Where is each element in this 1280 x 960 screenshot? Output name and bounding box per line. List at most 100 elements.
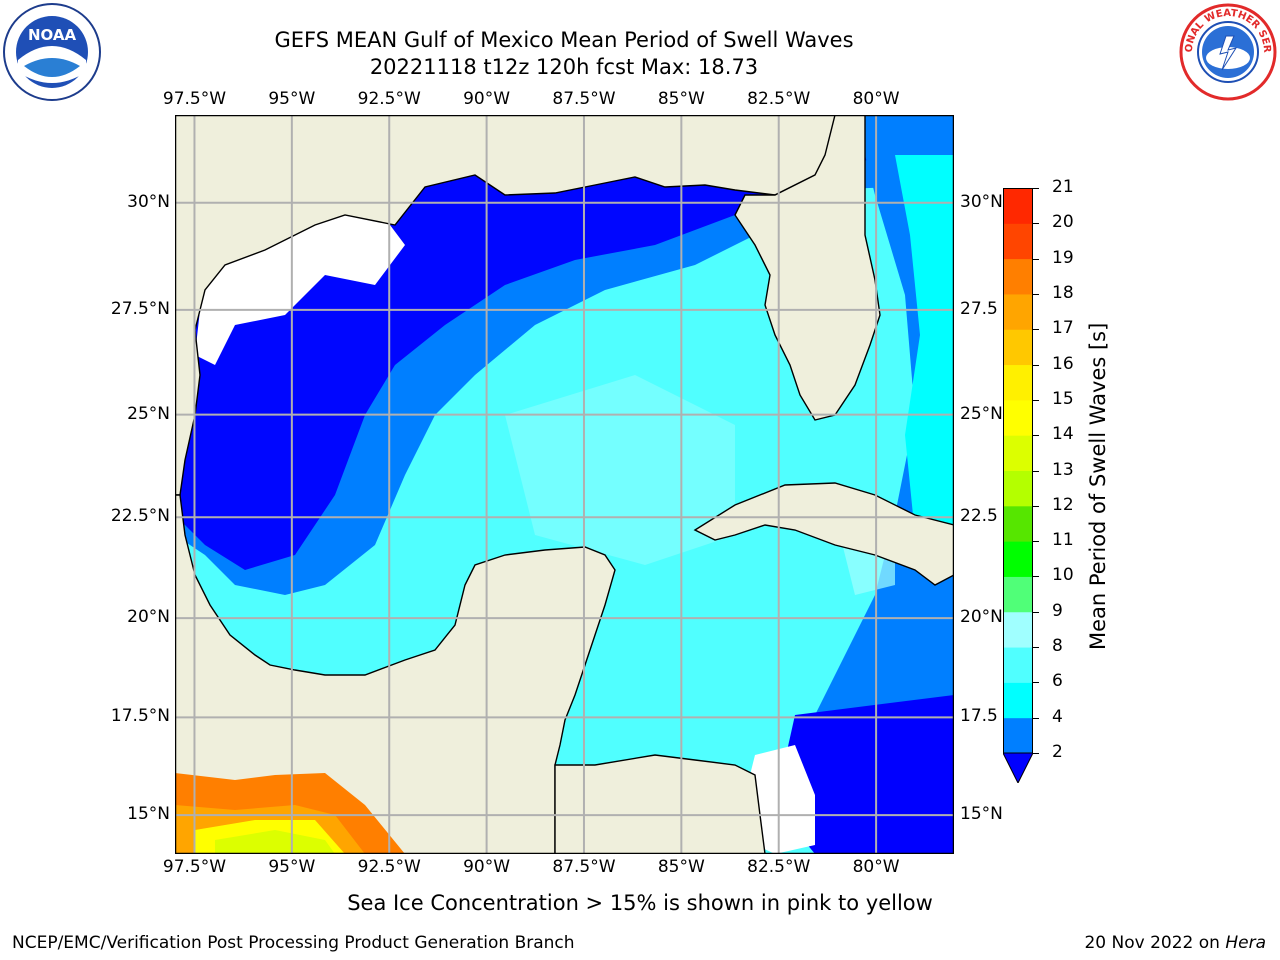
colorbar-tick-label: 19 xyxy=(1052,247,1074,268)
footer-right: 20 Nov 2022 on Hera xyxy=(1084,933,1266,953)
colorbar-tick-label: 20 xyxy=(1052,212,1074,233)
latitude-label-right: 30°N xyxy=(960,191,1003,212)
noaa-logo-text: NOAA xyxy=(28,26,77,44)
colorbar-bin xyxy=(1003,682,1033,719)
colorbar-bin xyxy=(1003,329,1033,366)
colorbar-bin xyxy=(1003,505,1033,542)
longitude-label-bottom: 87.5°W xyxy=(552,857,616,877)
colorbar-bin xyxy=(1003,188,1033,224)
colorbar-bin xyxy=(1003,611,1033,648)
colorbar-tick-mark xyxy=(1033,541,1039,543)
colorbar-tick-mark xyxy=(1033,682,1039,684)
colorbar-tick-mark xyxy=(1033,505,1039,507)
longitude-label-bottom: 80°W xyxy=(852,857,900,877)
colorbar-tick-label: 14 xyxy=(1052,424,1074,445)
latitude-label-left: 20°N xyxy=(127,607,170,628)
colorbar-extend-min xyxy=(1002,752,1034,785)
chart-subtitle: 20221118 t12z 120h fcst Max: 18.73 xyxy=(369,55,759,79)
latitude-label-right: 15°N xyxy=(960,804,1003,825)
colorbar-tick-mark xyxy=(1033,435,1039,437)
latitude-label-left: 27.5°N xyxy=(110,298,170,319)
latitude-label-right: 22.5 xyxy=(960,506,998,527)
colorbar-tick-mark xyxy=(1033,329,1039,331)
map-border xyxy=(174,114,955,855)
longitude-label-bottom: 90°W xyxy=(463,857,511,877)
colorbar-tick-label: 21 xyxy=(1052,177,1074,197)
colorbar-tick-label: 17 xyxy=(1052,318,1074,339)
colorbar-tick-mark xyxy=(1033,364,1039,366)
colorbar-tick-label: 16 xyxy=(1052,353,1074,374)
map-panel xyxy=(174,114,955,855)
colorbar-bin xyxy=(1003,399,1033,436)
pacific-swell-14 xyxy=(215,830,335,854)
colorbar-bin xyxy=(1003,223,1033,260)
latitude-label-left: 17.5°N xyxy=(110,706,170,727)
colorbar-tick-mark xyxy=(1033,753,1039,754)
map-canvas xyxy=(174,114,955,855)
longitude-label-bottom: 95°W xyxy=(268,857,316,877)
colorbar xyxy=(1002,188,1034,785)
latitude-label-right: 20°N xyxy=(960,607,1003,628)
longitude-label-top: 92.5°W xyxy=(357,89,421,109)
footer-host: Hera xyxy=(1225,933,1266,953)
latitude-label-left: 22.5°N xyxy=(110,506,170,527)
latitude-label-right: 17.5 xyxy=(960,706,998,727)
colorbar-bin xyxy=(1003,647,1033,683)
longitude-label-bottom: 97.5°W xyxy=(162,857,227,877)
colorbar-tick-mark xyxy=(1033,258,1039,260)
latitude-label-right: 25°N xyxy=(960,403,1003,424)
colorbar-tick-mark xyxy=(1033,576,1039,578)
colorbar-tick-label: 18 xyxy=(1052,282,1074,303)
longitude-label-top: 85°W xyxy=(657,89,705,109)
longitude-label-bottom: 85°W xyxy=(657,857,705,877)
colorbar-tick-label: 12 xyxy=(1052,494,1074,515)
colorbar-bin xyxy=(1003,258,1033,295)
map-gridlines xyxy=(175,115,954,854)
colorbar-tick-mark xyxy=(1033,470,1039,472)
colorbar-tick-mark xyxy=(1033,188,1039,189)
land-mexico xyxy=(175,494,616,854)
longitude-label-top: 87.5°W xyxy=(552,89,616,109)
colorbar-tick-label: 6 xyxy=(1052,671,1063,692)
nws-logo: NATIONAL WEATHER SERVICE xyxy=(1178,2,1278,102)
colorbar-tick-mark xyxy=(1033,399,1039,401)
longitude-label-top: 90°W xyxy=(463,89,511,109)
swell-zone-east xyxy=(795,115,954,854)
colorbar-tick-label: 11 xyxy=(1052,530,1074,551)
colorbar-tick-label: 2 xyxy=(1052,742,1063,762)
latitude-label-right: 27.5 xyxy=(960,298,998,319)
caption: Sea Ice Concentration > 15% is shown in … xyxy=(347,891,933,915)
colorbar-tick-mark xyxy=(1033,611,1039,613)
colorbar-tick-label: 15 xyxy=(1052,388,1074,409)
colorbar-tick-label: 13 xyxy=(1052,459,1074,480)
colorbar-bin xyxy=(1003,576,1033,613)
colorbar-outline xyxy=(1003,188,1033,754)
colorbar-bin xyxy=(1003,293,1033,330)
colorbar-tick-mark xyxy=(1033,223,1039,225)
longitude-label-top: 80°W xyxy=(852,89,900,109)
colorbar-bin xyxy=(1003,541,1033,577)
colorbar-tick-mark xyxy=(1033,647,1039,649)
footer-date: 20 Nov 2022 on xyxy=(1084,933,1226,953)
latitude-label-left: 30°N xyxy=(127,191,170,212)
land-central-america xyxy=(554,754,766,854)
colorbar-tick-mark xyxy=(1033,293,1039,295)
colorbar-bin xyxy=(1003,470,1033,507)
latitude-label-left: 25°N xyxy=(127,403,170,424)
colorbar-bin xyxy=(1003,364,1033,401)
longitude-label-bottom: 92.5°W xyxy=(357,857,421,877)
chart-title: GEFS MEAN Gulf of Mexico Mean Period of … xyxy=(274,28,854,52)
colorbar-tick-mark xyxy=(1033,717,1039,719)
swell-zone-atlantic xyxy=(895,155,954,535)
colorbar-bin xyxy=(1003,435,1033,471)
colorbar-tick-label: 4 xyxy=(1052,706,1063,727)
colorbar-tick-label: 9 xyxy=(1052,600,1063,621)
colorbar-title: Mean Period of Swell Waves [s] xyxy=(1086,322,1110,650)
latitude-label-left: 15°N xyxy=(127,804,170,825)
longitude-label-top: 95°W xyxy=(268,89,316,109)
noaa-logo: NOAA xyxy=(2,2,102,102)
colorbar-tick-label: 10 xyxy=(1052,565,1074,586)
colorbar-swatches xyxy=(1002,188,1034,785)
longitude-label-bottom: 82.5°W xyxy=(747,857,811,877)
colorbar-tick-label: 8 xyxy=(1052,636,1063,657)
